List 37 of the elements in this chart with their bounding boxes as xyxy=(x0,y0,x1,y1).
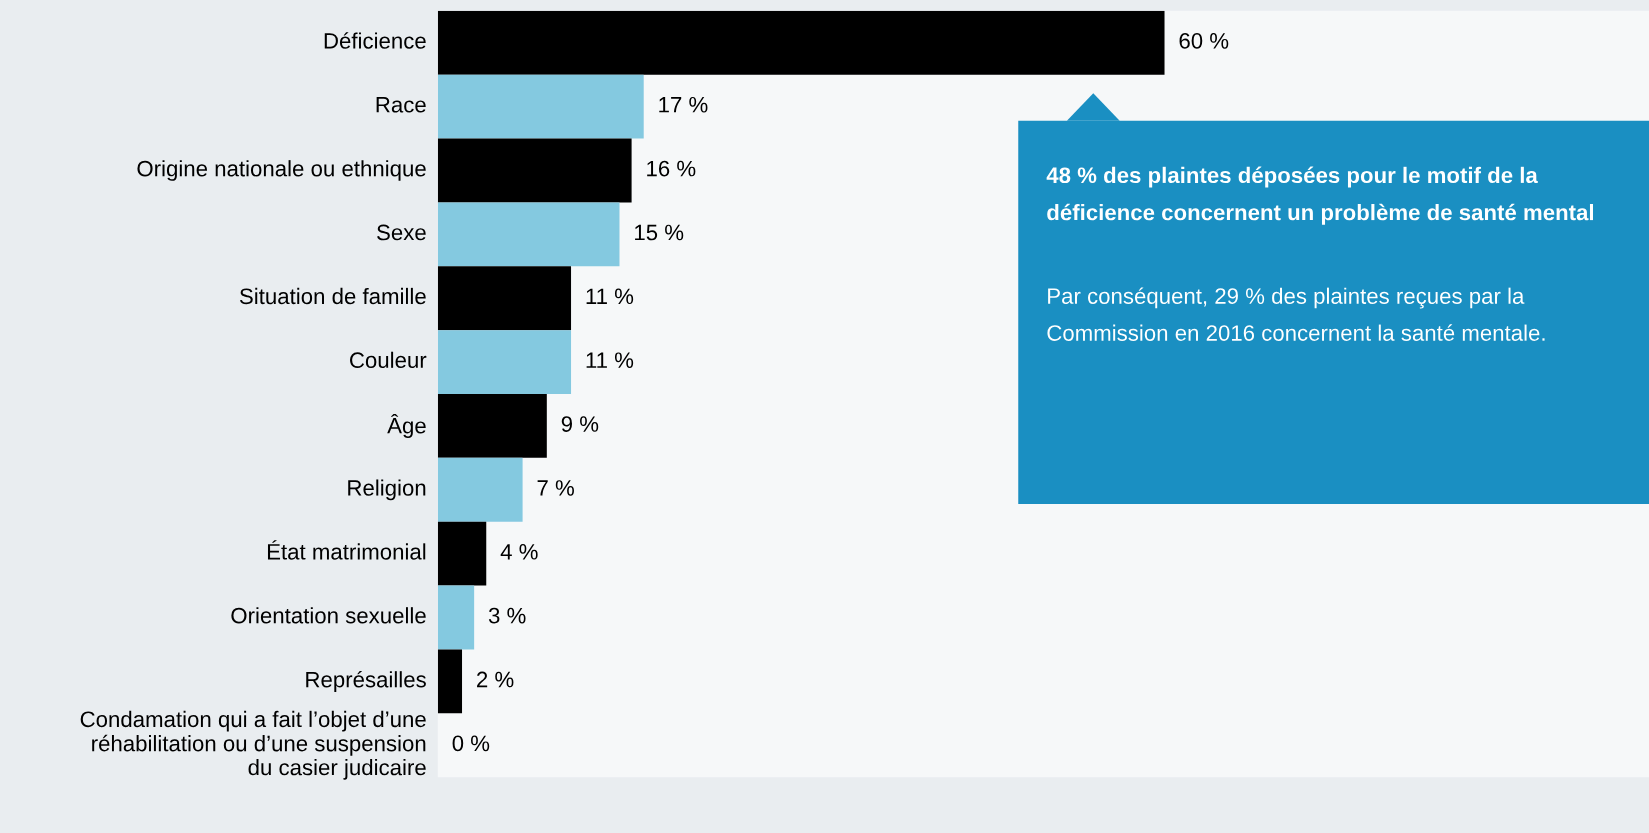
bar xyxy=(437,138,632,203)
bar xyxy=(437,585,475,650)
data-label: 11 % xyxy=(586,352,634,368)
y-tick-label: Déficience xyxy=(324,32,426,49)
data-label: 7 % xyxy=(537,480,574,496)
y-tick-label: Religion xyxy=(348,479,426,501)
y-tick-label: Origine nationale ou ethnique xyxy=(137,160,426,181)
data-label: 2 % xyxy=(477,671,514,688)
y-tick-label: Condamation qui a fait l’objet d’une réhabilitation ou d’une suspension du casier judicaire xyxy=(80,710,426,780)
bar xyxy=(437,394,547,458)
annotation: 48 % des plaintes déposées pour le motif de la déficience concernent un problème de santé mental xyxy=(1046,166,1594,225)
data-label: 15 % xyxy=(635,224,684,241)
data-label: 11 % xyxy=(586,288,634,305)
y-tick-label: Âge xyxy=(387,413,426,438)
bar xyxy=(437,202,620,267)
bar xyxy=(437,74,644,139)
data-label: 16 % xyxy=(647,160,696,177)
y-tick-label: Situation de famille xyxy=(239,287,426,305)
bar xyxy=(437,457,523,522)
data-label: 17 % xyxy=(659,96,708,113)
bar xyxy=(437,649,463,714)
data-label: 60 % xyxy=(1179,32,1229,49)
data-label: 9 % xyxy=(561,416,599,432)
y-tick-label: Représailles xyxy=(306,670,426,692)
bar xyxy=(437,266,572,331)
bar xyxy=(437,10,1165,75)
annotation: Par conséquent, 29 % des plaintes reçues par la Commission en 2016 concernent la santé mentale. xyxy=(1047,287,1545,341)
bar xyxy=(437,521,487,586)
data-label: 0 % xyxy=(452,735,490,752)
data-label: 3 % xyxy=(488,607,526,624)
y-tick-label: Race xyxy=(376,97,426,113)
y-tick-label: Couleur xyxy=(350,351,427,369)
data-label: 4 % xyxy=(500,543,538,560)
y-tick-label: État matrimonial xyxy=(267,540,426,560)
y-tick-label: Orientation sexuelle xyxy=(231,607,426,624)
y-tick-label: Sexe xyxy=(377,224,426,241)
bar xyxy=(437,330,572,395)
